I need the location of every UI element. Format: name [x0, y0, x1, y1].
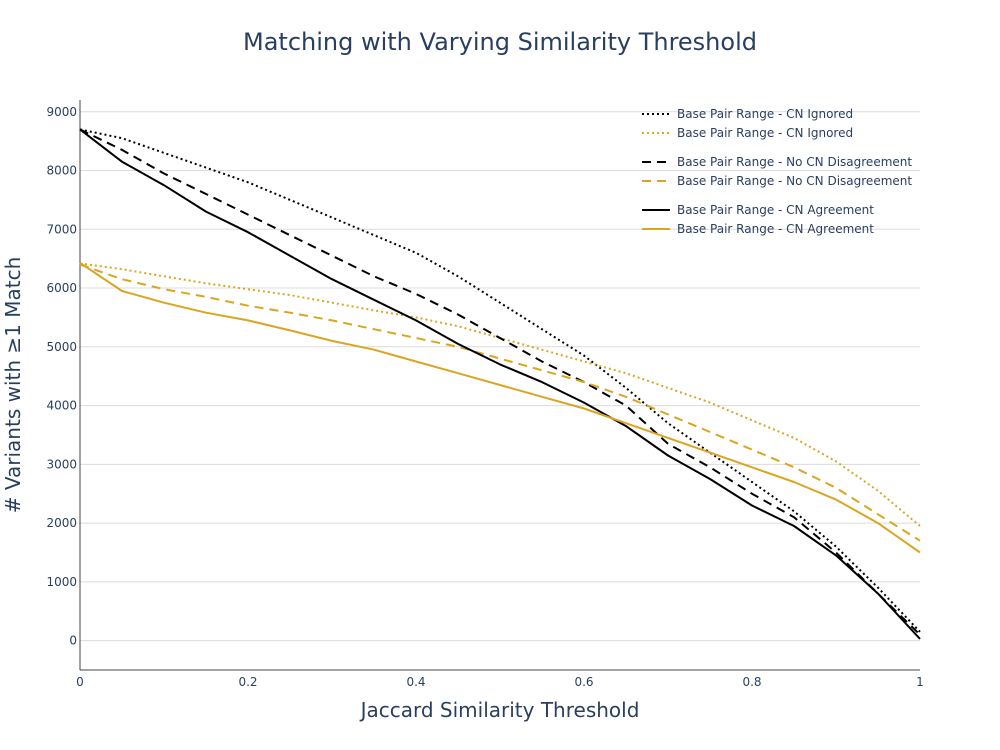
series-line	[79, 261, 921, 554]
series-line	[79, 263, 921, 542]
x-tick-label: 1	[916, 675, 924, 689]
legend-item[interactable]: Base Pair Range - CN Agreement	[642, 203, 874, 217]
axis-layer	[79, 100, 920, 671]
legend-label: Base Pair Range - No CN Disagreement	[677, 174, 912, 188]
legend-item[interactable]: Base Pair Range - CN Ignored	[642, 107, 853, 121]
legend-item[interactable]: Base Pair Range - No CN Disagreement	[642, 155, 912, 169]
y-tick-label: 1000	[46, 575, 77, 589]
x-axis-title: Jaccard Similarity Threshold	[359, 698, 640, 722]
y-tick-label: 5000	[46, 340, 77, 354]
legend-item[interactable]: Base Pair Range - CN Agreement	[642, 222, 874, 236]
y-tick-label: 8000	[46, 164, 77, 178]
legend-label: Base Pair Range - CN Ignored	[677, 107, 853, 121]
x-tick-label: 0.6	[574, 675, 593, 689]
x-tick-label: 0.4	[406, 675, 425, 689]
y-tick-label: 0	[69, 634, 77, 648]
x-tick-label: 0	[76, 675, 84, 689]
legend-label: Base Pair Range - CN Agreement	[677, 203, 874, 217]
grid-layer	[80, 111, 920, 642]
y-tick-label: 7000	[46, 222, 77, 236]
y-tick-label: 2000	[46, 516, 77, 530]
series-line	[79, 128, 921, 633]
legend-label: Base Pair Range - CN Ignored	[677, 126, 853, 140]
series-line	[79, 128, 921, 636]
y-tick-label: 3000	[46, 457, 77, 471]
legend-label: Base Pair Range - CN Agreement	[677, 222, 874, 236]
legend[interactable]: Base Pair Range - CN Ignored Base Pair Ra…	[642, 107, 912, 236]
y-tick-label: 6000	[46, 281, 77, 295]
x-tick-label: 0.8	[742, 675, 761, 689]
legend-item[interactable]: Base Pair Range - CN Ignored	[642, 126, 853, 140]
y-tick-labels: 0 1000 2000 3000 4000 5000 6000 7000 8000 9000	[46, 105, 77, 648]
chart-title: Matching with Varying Similarity Thresho…	[243, 28, 757, 56]
y-tick-label: 4000	[46, 399, 77, 413]
y-axis-title: # Variants with ≥1 Match	[1, 257, 25, 513]
x-tick-labels: 0 0.2 0.4 0.6 0.8 1	[76, 675, 924, 689]
x-tick-label: 0.2	[238, 675, 257, 689]
series-line	[79, 128, 921, 640]
series-layer	[79, 128, 921, 640]
legend-label: Base Pair Range - No CN Disagreement	[677, 155, 912, 169]
legend-item[interactable]: Base Pair Range - No CN Disagreement	[642, 174, 912, 188]
y-tick-label: 9000	[46, 105, 77, 119]
